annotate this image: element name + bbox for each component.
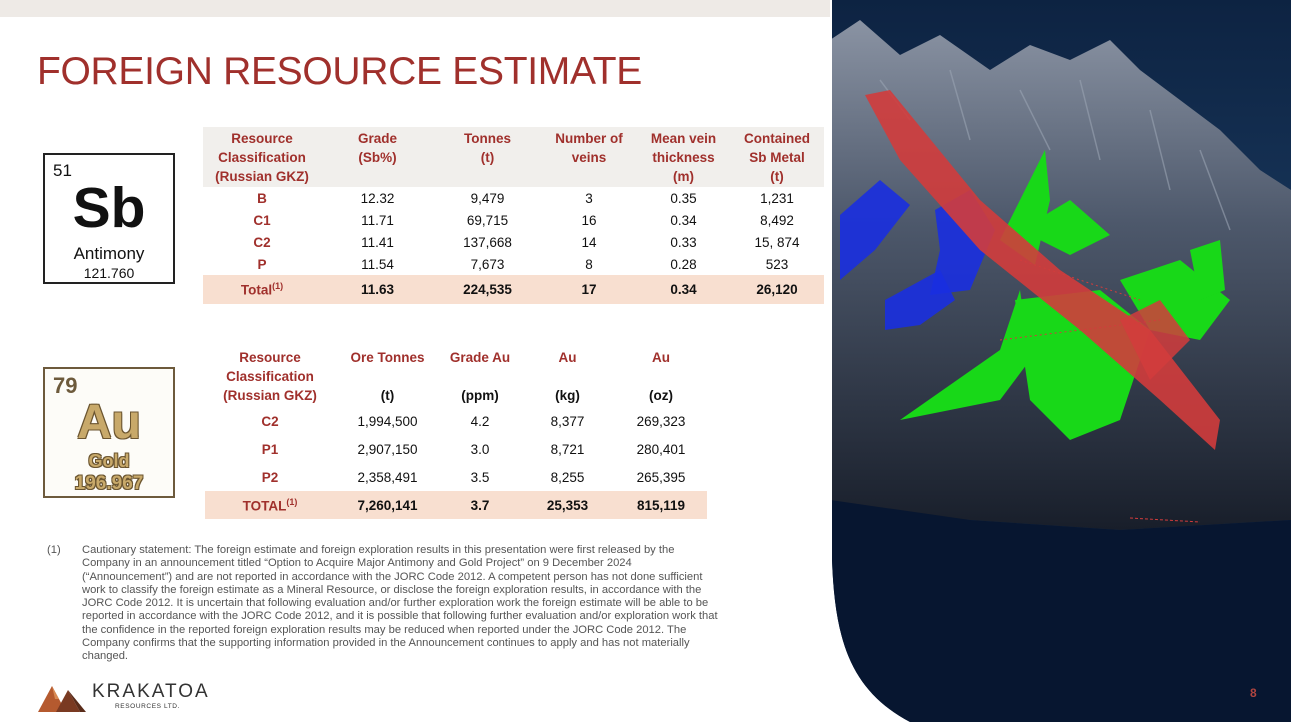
veins-cell: 16	[581, 212, 597, 228]
classification-cell: C2	[261, 413, 279, 429]
3d-vein-model-image	[830, 0, 1291, 722]
gold-resource-table: Resource Classification (Russian GKZ) Ore …	[205, 345, 707, 519]
thickness-cell: 0.35	[670, 190, 697, 206]
classification-cell: P	[257, 256, 267, 272]
company-subtitle: RESOURCES LTD.	[115, 703, 180, 710]
grade-cell: 3.0	[470, 441, 490, 457]
classification-cell: P1	[261, 441, 279, 457]
grade-cell: 11.41	[361, 234, 394, 250]
antimony-element-tile: 51 Sb Antimony 121.760	[43, 153, 175, 284]
au-kg-cell: 8,377	[550, 413, 585, 429]
table-row: P2 2,358,491 3.5 8,255 265,395	[205, 463, 707, 491]
classification-cell: B	[257, 190, 267, 206]
atomic-number: 79	[53, 373, 78, 398]
header-mean-vein-thickness: Mean vein thickness (m)	[650, 130, 717, 184]
thickness-cell: 0.33	[670, 234, 697, 250]
element-symbol: Sb	[72, 176, 146, 240]
grade-cell: 4.2	[470, 413, 490, 429]
total-au-kg: 25,353	[520, 491, 615, 519]
element-name: Antimony	[73, 244, 145, 263]
table-row: C2 1,994,500 4.2 8,377 269,323	[205, 407, 707, 435]
atomic-weight: 196.967	[74, 473, 144, 494]
table-row: P 11.54 7,673 8 0.28 523	[203, 253, 824, 275]
total-label: TOTAL(1)	[205, 491, 335, 519]
grade-cell: 12.32	[360, 190, 395, 206]
au-oz-cell: 265,395	[636, 469, 686, 485]
header-contained-sb-metal: Contained Sb Metal (t)	[744, 130, 810, 184]
ore-tonnes-cell: 2,358,491	[357, 469, 418, 485]
total-row: TOTAL(1) 7,260,141 3.7 25,353 815,119	[205, 491, 707, 519]
thickness-cell: 0.34	[670, 212, 697, 228]
page-number: 8	[1250, 686, 1257, 700]
metal-cell: 523	[765, 256, 789, 272]
krakatoa-logo-icon	[38, 686, 86, 712]
table-header-row: Resource Classification (Russian GKZ) Ore …	[205, 345, 707, 407]
ore-tonnes-cell: 1,994,500	[357, 413, 418, 429]
total-label: Total(1)	[203, 275, 321, 304]
total-metal: 26,120	[730, 275, 824, 304]
header-grade: Grade (Sb%)	[357, 131, 398, 165]
classification-cell: C1	[253, 212, 271, 228]
footnote-marker: (1)	[47, 544, 61, 556]
header-resource-classification: Resource Classification (Russian GKZ)	[223, 349, 317, 403]
table-row: C2 11.41 137,668 14 0.33 15, 874	[203, 231, 824, 253]
total-grade: 11.63	[321, 275, 434, 304]
au-oz-cell: 280,401	[636, 441, 686, 457]
header-au-oz: Au (oz)	[649, 349, 673, 403]
grade-cell: 3.5	[470, 469, 490, 485]
total-au-oz: 815,119	[615, 491, 707, 519]
antimony-resource-table: Resource Classification (Russian GKZ) Grad…	[203, 127, 824, 304]
atomic-number: 51	[53, 161, 72, 180]
gold-element-tile: 79 Au Gold 196.967	[43, 367, 175, 498]
thickness-cell: 0.28	[670, 256, 697, 272]
table-row: B 12.32 9,479 3 0.35 1,231	[203, 187, 824, 209]
total-tonnes: 224,535	[434, 275, 541, 304]
element-symbol: Au	[77, 396, 141, 449]
au-kg-cell: 8,721	[550, 441, 585, 457]
header-number-of-veins: Number of veins	[555, 131, 623, 165]
tonnes-cell: 69,715	[466, 212, 509, 228]
header-resource-classification: Resource Classification (Russian GKZ)	[215, 130, 309, 184]
header-au-kg: Au (kg)	[555, 349, 580, 403]
metal-cell: 8,492	[760, 212, 794, 228]
total-row: Total(1) 11.63 224,535 17 0.34 26,120	[203, 275, 824, 304]
ore-tonnes-cell: 2,907,150	[357, 441, 418, 457]
au-kg-cell: 8,255	[550, 469, 585, 485]
header-tonnes: Tonnes (t)	[464, 131, 511, 165]
company-name: KRAKATOA	[92, 681, 210, 702]
header-grade-au: Grade Au (ppm)	[449, 349, 511, 403]
veins-cell: 3	[585, 190, 593, 206]
grade-cell: 11.54	[361, 256, 394, 272]
total-grade: 3.7	[440, 491, 520, 519]
element-name: Gold	[88, 451, 130, 471]
header-ore-tonnes: Ore Tonnes (t)	[350, 349, 425, 403]
footnote-text: Cautionary statement: The foreign estima…	[82, 544, 718, 663]
total-veins: 17	[541, 275, 637, 304]
atomic-weight: 121.760	[83, 265, 135, 281]
table-header-row: Resource Classification (Russian GKZ) Grad…	[203, 127, 824, 187]
metal-cell: 15, 874	[754, 234, 800, 250]
veins-cell: 8	[585, 256, 593, 272]
grade-cell: 11.71	[361, 212, 394, 228]
metal-cell: 1,231	[760, 190, 794, 206]
classification-cell: C2	[253, 234, 271, 250]
classification-cell: P2	[261, 469, 279, 485]
page-title: FOREIGN RESOURCE ESTIMATE	[37, 50, 642, 93]
au-oz-cell: 269,323	[636, 413, 686, 429]
total-ore-tonnes: 7,260,141	[335, 491, 440, 519]
tonnes-cell: 137,668	[463, 234, 512, 250]
table-row: P1 2,907,150 3.0 8,721 280,401	[205, 435, 707, 463]
tonnes-cell: 9,479	[470, 190, 505, 206]
veins-cell: 14	[581, 234, 597, 250]
table-row: C1 11.71 69,715 16 0.34 8,492	[203, 209, 824, 231]
tonnes-cell: 7,673	[470, 256, 505, 272]
top-bar	[0, 0, 830, 17]
total-thickness: 0.34	[637, 275, 730, 304]
